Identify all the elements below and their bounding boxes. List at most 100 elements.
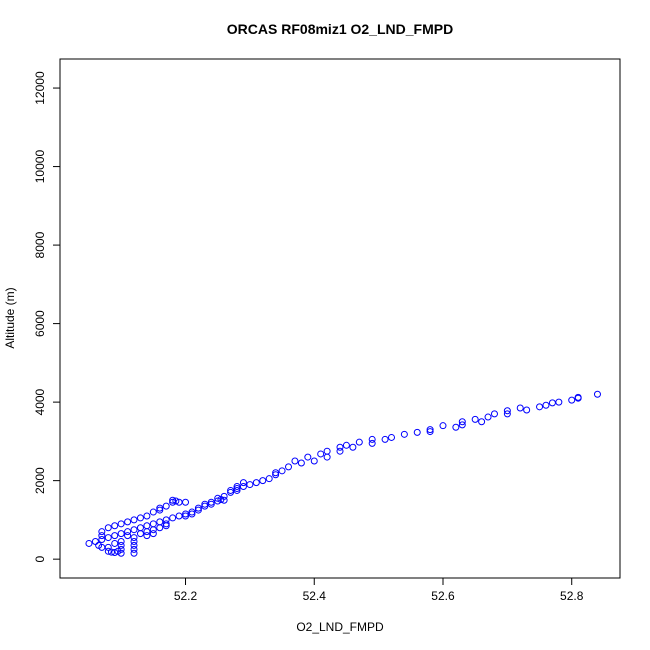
point xyxy=(107,548,115,556)
point xyxy=(207,498,215,506)
point xyxy=(233,483,241,491)
point xyxy=(130,541,138,549)
point xyxy=(217,495,225,503)
point xyxy=(568,396,576,404)
point xyxy=(458,421,466,429)
point xyxy=(149,520,157,528)
point xyxy=(400,430,408,438)
point xyxy=(439,422,447,430)
point xyxy=(272,469,280,477)
point xyxy=(149,526,157,534)
point xyxy=(471,415,479,423)
point xyxy=(143,522,151,530)
point xyxy=(111,539,119,547)
x-tick-label: 52.8 xyxy=(560,589,584,603)
point xyxy=(574,394,582,402)
y-tick-label: 12000 xyxy=(33,71,47,105)
point xyxy=(323,453,331,461)
point xyxy=(130,549,138,557)
point xyxy=(246,481,254,489)
point xyxy=(490,410,498,418)
point xyxy=(124,528,132,536)
point xyxy=(130,526,138,534)
y-tick-label: 10000 xyxy=(33,150,47,184)
point xyxy=(136,530,144,538)
point xyxy=(593,390,601,398)
point xyxy=(156,506,164,514)
point xyxy=(484,413,492,421)
point xyxy=(413,428,421,436)
point xyxy=(426,426,434,434)
point xyxy=(214,497,222,505)
plot-frame xyxy=(59,58,621,579)
point xyxy=(156,524,164,532)
y-axis-label: Altitude (m) xyxy=(3,287,17,348)
point xyxy=(111,532,119,540)
point xyxy=(317,450,325,458)
point xyxy=(117,537,125,545)
point xyxy=(297,459,305,467)
point xyxy=(259,477,267,485)
point xyxy=(104,524,112,532)
point xyxy=(458,418,466,426)
point xyxy=(188,510,196,518)
point xyxy=(98,536,106,544)
point xyxy=(323,447,331,455)
point xyxy=(117,530,125,538)
point xyxy=(278,467,286,475)
point xyxy=(169,514,177,522)
point xyxy=(104,534,112,542)
point xyxy=(310,457,318,465)
y-tick-label: 4000 xyxy=(33,388,47,415)
point xyxy=(272,471,280,479)
point xyxy=(98,532,106,540)
point xyxy=(368,435,376,443)
point xyxy=(143,532,151,540)
point xyxy=(182,512,190,520)
point xyxy=(143,512,151,520)
point xyxy=(156,518,164,526)
point xyxy=(265,475,273,483)
point xyxy=(478,418,486,426)
point xyxy=(207,500,215,508)
point xyxy=(124,518,132,526)
point xyxy=(156,504,164,512)
point xyxy=(336,443,344,451)
point xyxy=(91,537,99,545)
point xyxy=(162,522,170,530)
point xyxy=(516,404,524,412)
point xyxy=(149,530,157,538)
point xyxy=(239,479,247,487)
point xyxy=(162,520,170,528)
point xyxy=(104,543,112,551)
point xyxy=(233,484,241,492)
point xyxy=(117,549,125,557)
point xyxy=(124,532,132,540)
point xyxy=(117,541,125,549)
point xyxy=(214,494,222,502)
point xyxy=(252,479,260,487)
point xyxy=(143,528,151,536)
point xyxy=(85,539,93,547)
y-tick-label: 6000 xyxy=(33,310,47,337)
point xyxy=(555,398,563,406)
point xyxy=(285,463,293,471)
point xyxy=(368,439,376,447)
x-tick-label: 52.2 xyxy=(174,589,198,603)
point xyxy=(117,545,125,553)
point xyxy=(182,498,190,506)
point xyxy=(130,545,138,553)
point xyxy=(342,441,350,449)
point xyxy=(130,516,138,524)
point xyxy=(130,534,138,542)
point xyxy=(426,428,434,436)
point xyxy=(162,502,170,510)
point xyxy=(548,399,556,407)
point xyxy=(111,522,119,530)
y-tick-label: 0 xyxy=(33,555,47,562)
x-tick-label: 52.6 xyxy=(431,589,455,603)
point xyxy=(98,528,106,536)
point xyxy=(304,453,312,461)
point xyxy=(503,410,511,418)
